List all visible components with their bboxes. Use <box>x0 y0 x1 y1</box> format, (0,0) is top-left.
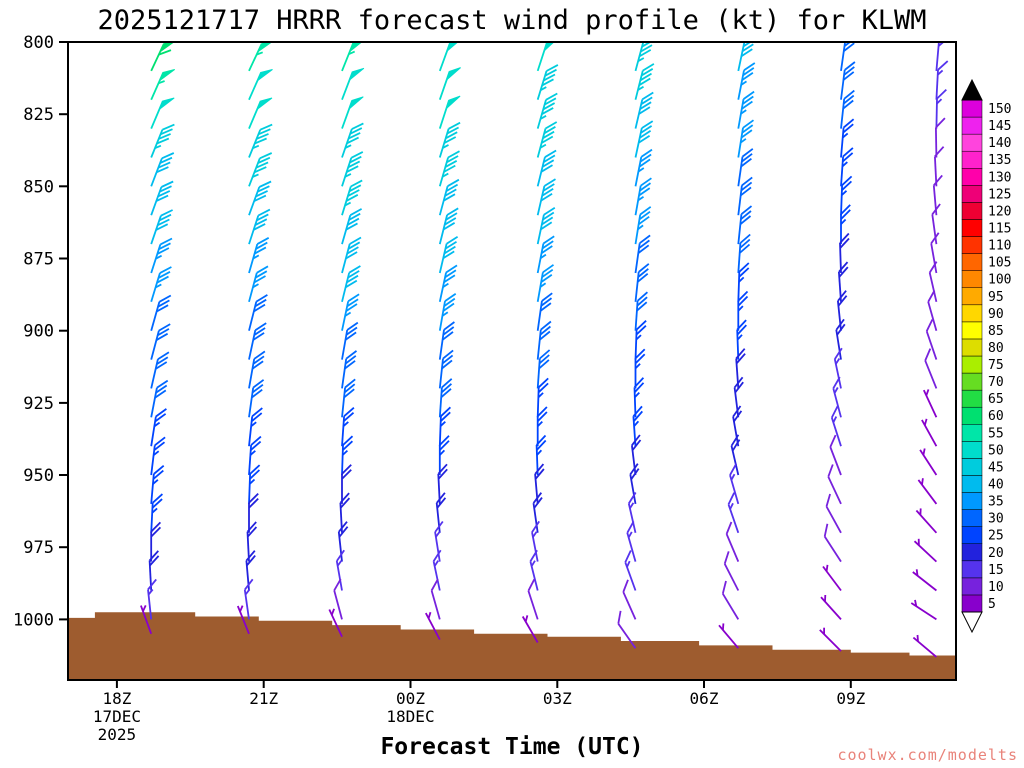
svg-text:10: 10 <box>988 580 1004 595</box>
svg-text:70: 70 <box>988 375 1004 390</box>
svg-text:18DEC: 18DEC <box>386 707 434 726</box>
svg-text:925: 925 <box>23 394 54 414</box>
svg-text:800: 800 <box>23 33 54 53</box>
svg-text:85: 85 <box>988 324 1004 339</box>
svg-text:145: 145 <box>988 119 1011 134</box>
svg-text:40: 40 <box>988 478 1004 493</box>
svg-text:100: 100 <box>988 273 1011 288</box>
colorbar: 5 10 15 20 25 30 35 40 45 50 55 60 65 70 75 80 85 90 95 100… <box>961 78 1011 634</box>
svg-text:5: 5 <box>988 597 996 612</box>
svg-text:900: 900 <box>23 322 54 342</box>
x-axis-title: Forecast Time (UTC) <box>380 734 644 760</box>
terrain <box>68 612 956 680</box>
svg-text:105: 105 <box>988 256 1011 271</box>
svg-text:55: 55 <box>988 426 1004 441</box>
svg-text:30: 30 <box>988 512 1004 527</box>
svg-text:875: 875 <box>23 250 54 270</box>
svg-text:115: 115 <box>988 222 1011 237</box>
svg-text:09Z: 09Z <box>836 689 865 708</box>
svg-text:975: 975 <box>23 538 54 558</box>
svg-text:75: 75 <box>988 358 1004 373</box>
svg-text:95: 95 <box>988 290 1004 305</box>
colorbar-under-arrow <box>961 611 983 634</box>
chart-title: 2025121717 HRRR forecast wind profile (k… <box>97 5 927 36</box>
svg-text:45: 45 <box>988 460 1004 475</box>
svg-text:03Z: 03Z <box>543 689 572 708</box>
svg-text:850: 850 <box>23 177 54 197</box>
plot-border <box>67 41 957 681</box>
svg-text:2025: 2025 <box>98 725 137 744</box>
svg-text:1000: 1000 <box>13 610 54 630</box>
colorbar-over-arrow <box>961 78 983 101</box>
svg-text:18Z: 18Z <box>102 689 131 708</box>
svg-text:80: 80 <box>988 341 1004 356</box>
svg-text:25: 25 <box>988 529 1004 544</box>
svg-text:17DEC: 17DEC <box>93 707 141 726</box>
svg-text:140: 140 <box>988 136 1011 151</box>
svg-text:50: 50 <box>988 443 1004 458</box>
svg-text:00Z: 00Z <box>396 689 425 708</box>
svg-text:35: 35 <box>988 495 1004 510</box>
svg-text:06Z: 06Z <box>690 689 719 708</box>
y-axis: 800 825 850 875 900 925 950 975 1000 <box>13 33 68 630</box>
svg-text:950: 950 <box>23 466 54 486</box>
svg-text:65: 65 <box>988 392 1004 407</box>
svg-text:60: 60 <box>988 409 1004 424</box>
wind-barbs <box>140 42 949 658</box>
svg-text:150: 150 <box>988 102 1011 117</box>
svg-text:825: 825 <box>23 105 54 125</box>
watermark-link[interactable]: coolwx.com/modelts <box>837 746 1018 764</box>
svg-text:15: 15 <box>988 563 1004 578</box>
svg-text:125: 125 <box>988 187 1011 202</box>
svg-text:110: 110 <box>988 239 1011 254</box>
svg-text:20: 20 <box>988 546 1004 561</box>
svg-text:21Z: 21Z <box>249 689 278 708</box>
svg-text:135: 135 <box>988 153 1011 168</box>
svg-text:90: 90 <box>988 307 1004 322</box>
svg-text:120: 120 <box>988 204 1011 219</box>
svg-text:130: 130 <box>988 170 1011 185</box>
